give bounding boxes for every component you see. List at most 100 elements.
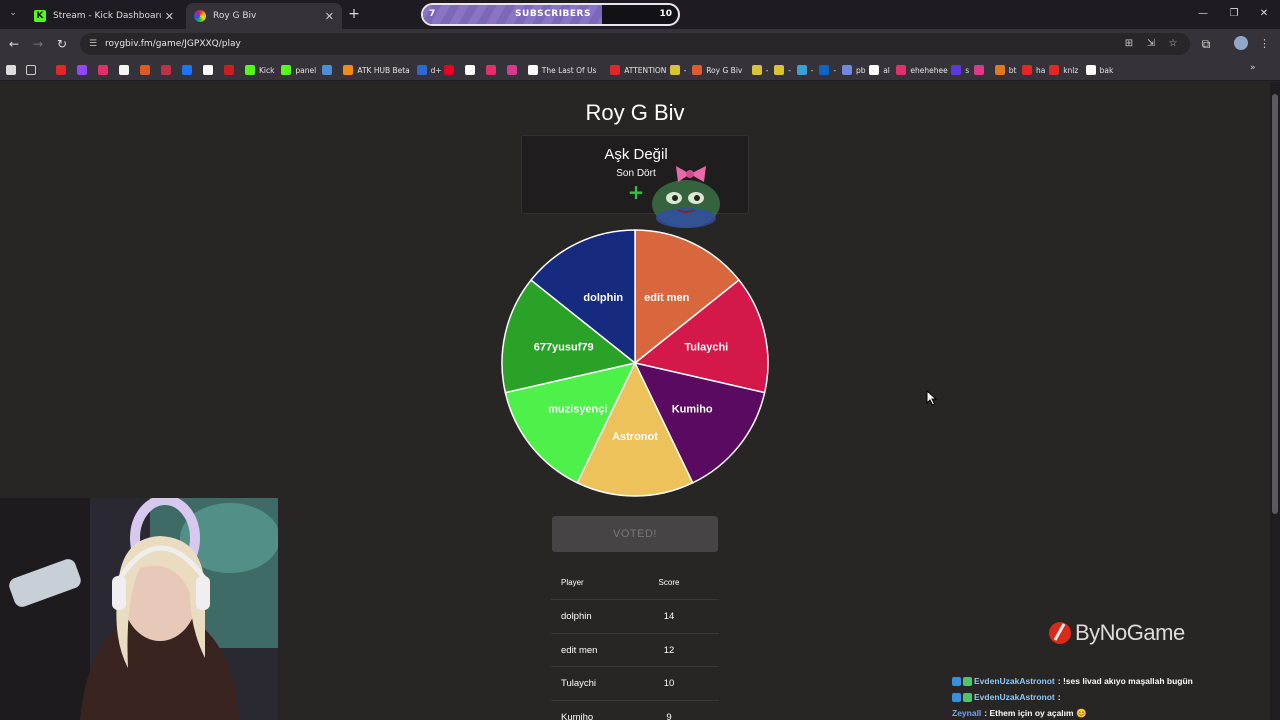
bookmark-item[interactable]: Roy G Biv <box>692 63 742 77</box>
subscriber-badge-icon <box>952 676 961 686</box>
site-info-icon[interactable]: ☰ <box>88 39 98 49</box>
player-score: 10 <box>663 678 675 689</box>
profile-avatar[interactable] <box>1234 36 1248 50</box>
scroll-thumb[interactable] <box>1272 94 1278 514</box>
plus-icon[interactable]: + <box>627 180 645 204</box>
bookmark-favicon-icon <box>869 65 880 75</box>
forward-icon[interactable]: → <box>32 37 44 51</box>
subscriber-progress-fill <box>423 5 602 24</box>
player-score: 14 <box>663 611 675 622</box>
chat-text: : <box>1057 692 1061 702</box>
bookmark-item[interactable] <box>203 63 217 77</box>
bookmark-item[interactable]: - <box>774 63 791 77</box>
bookmark-item[interactable] <box>973 63 988 77</box>
bookmark-item[interactable] <box>182 63 196 77</box>
grid-icon[interactable] <box>26 63 40 77</box>
subscriber-goal: 10 <box>659 9 672 19</box>
scoreboard-header: Player Score <box>551 566 719 600</box>
bookmark-favicon-icon <box>182 65 192 75</box>
bookmark-item[interactable]: d+ <box>416 63 442 77</box>
bookmark-favicon-icon <box>98 65 108 75</box>
player-score: 12 <box>663 644 675 656</box>
bookmark-item[interactable] <box>464 63 479 77</box>
bookmark-item[interactable]: ATK HUB Beta <box>343 63 410 77</box>
bookmark-item[interactable] <box>140 63 154 77</box>
close-icon[interactable]: ✕ <box>164 9 174 23</box>
bookmark-item[interactable] <box>56 63 70 77</box>
apps-icon[interactable] <box>6 63 20 77</box>
player-score: 9 <box>666 711 672 720</box>
table-row: Tulaychi 10 <box>551 667 719 701</box>
brand-name: ByNoGame <box>1075 620 1185 645</box>
new-tab-button[interactable]: + <box>348 6 360 22</box>
chat-username: EvdenUzakAstronot <box>974 676 1055 686</box>
bookmark-item[interactable]: ha <box>1022 63 1045 77</box>
bookmark-item[interactable] <box>322 63 336 77</box>
bookmark-favicon-icon <box>669 65 680 75</box>
wheel-segment-label: edit men <box>644 292 690 304</box>
chat-message: Zeynall: Ethem için oy açalım 😊 <box>952 705 1270 720</box>
reload-icon[interactable]: ↻ <box>56 37 68 51</box>
bookmark-favicon-icon <box>161 65 171 75</box>
bookmark-item[interactable]: Kick <box>245 63 274 77</box>
bookmark-favicon-icon <box>56 65 66 75</box>
bookmark-item[interactable] <box>77 63 91 77</box>
bookmark-item[interactable]: - <box>751 63 768 77</box>
bookmark-item[interactable]: s <box>951 63 969 77</box>
wheel-segment <box>576 361 694 497</box>
bookmark-item[interactable] <box>506 63 521 77</box>
bookmark-item[interactable]: bt <box>994 63 1017 77</box>
wheel-segment <box>501 279 637 394</box>
bookmark-item[interactable] <box>224 63 238 77</box>
tab-kick-dashboard[interactable]: K Stream - Kick Dashboard ✕ <box>26 3 182 29</box>
maximize-icon[interactable]: ❐ <box>1229 8 1239 19</box>
bookmark-favicon-icon <box>343 65 354 75</box>
chat-message: EvdenUzakAstronot: <box>952 689 1270 705</box>
url-text[interactable]: roygbiv.fm/game/JGPXXQ/play <box>105 39 241 49</box>
wheel-segment-label: 677yusuf79 <box>534 342 594 354</box>
bookmark-item[interactable]: ATTENTION <box>610 63 666 77</box>
bookmark-item[interactable]: bak <box>1085 63 1113 77</box>
address-bar[interactable]: ☰ roygbiv.fm/game/JGPXXQ/play ⊞ ⇲ ☆ <box>80 33 1190 55</box>
close-icon[interactable]: ✕ <box>324 9 334 23</box>
bookmark-favicon-icon <box>506 65 517 75</box>
bookmark-label: Roy G Biv <box>706 65 743 75</box>
bookmark-item[interactable]: panel <box>281 63 316 77</box>
bookmark-star-icon[interactable]: ☆ <box>1168 38 1178 49</box>
translate-icon[interactable]: ⊞ <box>1124 38 1134 49</box>
bookmark-favicon-icon <box>973 65 984 75</box>
back-icon[interactable]: ← <box>8 37 20 51</box>
tab-title: Roy G Biv <box>213 11 257 21</box>
scrollbar[interactable] <box>1270 82 1280 720</box>
bookmark-item[interactable]: - <box>819 63 836 77</box>
voted-button[interactable]: VOTED! <box>552 516 718 552</box>
tab-search-icon[interactable]: ⌄ <box>9 8 17 18</box>
bookmark-item[interactable] <box>443 63 458 77</box>
scoreboard: Player Score dolphin 14 edit men 12 Tulaychi… <box>551 566 719 720</box>
bookmark-item[interactable]: The Last Of Us <box>527 63 596 77</box>
bookmark-label: s <box>965 65 970 75</box>
bookmark-item[interactable]: - <box>796 63 814 77</box>
tab-roy-g-biv[interactable]: Roy G Biv ✕ <box>186 3 342 29</box>
bookmark-item[interactable]: al <box>869 63 890 77</box>
bookmark-favicon-icon <box>1085 65 1096 75</box>
bookmark-item[interactable] <box>98 63 112 77</box>
bookmark-favicon-icon <box>610 65 621 75</box>
bookmarks-overflow-icon[interactable]: » <box>1250 63 1256 73</box>
subscriber-count: 7 <box>429 9 436 19</box>
minimize-icon[interactable]: — <box>1198 8 1208 19</box>
bookmark-favicon-icon <box>322 65 333 75</box>
bookmark-item[interactable] <box>119 63 133 77</box>
bookmark-item[interactable] <box>485 63 500 77</box>
bookmark-item[interactable]: pb <box>842 63 866 77</box>
bookmark-favicon-icon <box>416 65 427 75</box>
install-icon[interactable]: ⇲ <box>1146 38 1156 49</box>
extensions-icon[interactable]: ⧉ <box>1201 37 1211 51</box>
roygbiv-icon <box>194 10 206 22</box>
close-window-icon[interactable]: ✕ <box>1259 8 1269 19</box>
bookmark-item[interactable]: - <box>669 63 686 77</box>
bookmark-item[interactable]: ehehehee <box>896 63 948 77</box>
bookmark-item[interactable]: knlz <box>1049 63 1078 77</box>
menu-icon[interactable]: ⋮ <box>1259 37 1270 50</box>
bookmark-item[interactable] <box>161 63 175 77</box>
